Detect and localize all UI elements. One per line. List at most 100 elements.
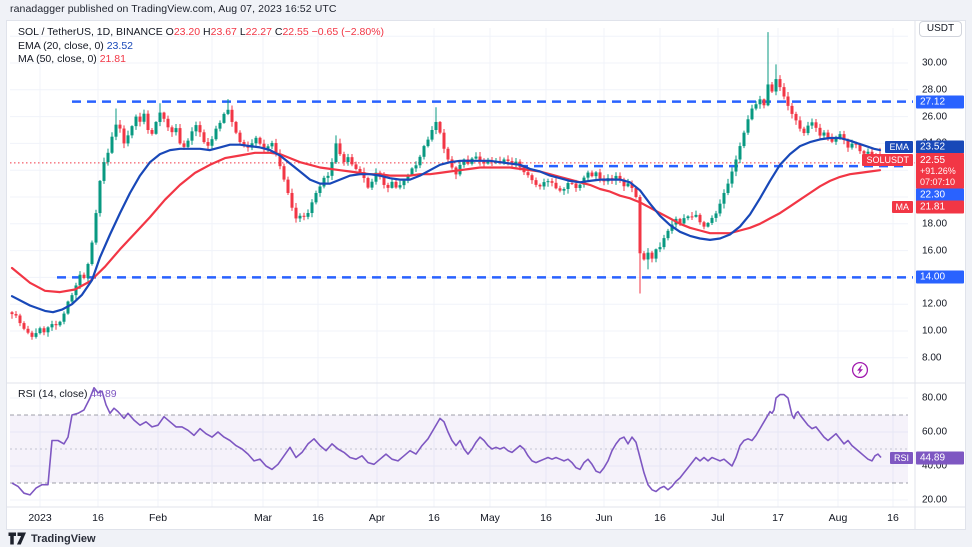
candle-body [694, 214, 698, 217]
candle-body [726, 183, 730, 193]
candle-body [566, 183, 570, 189]
candle-body [394, 181, 398, 188]
candle-body [706, 222, 710, 227]
candle-body [270, 142, 274, 147]
candle-body [434, 121, 438, 130]
candle-body [686, 216, 690, 219]
candle-body [474, 156, 478, 159]
candle-body [570, 183, 574, 185]
candle-body [70, 295, 74, 302]
candle-body [830, 138, 834, 142]
candle-body [194, 125, 198, 132]
candle-body [158, 112, 162, 122]
candle-body [734, 159, 738, 172]
candle-body [822, 132, 826, 136]
candle-body [730, 171, 734, 184]
candle-body [146, 113, 150, 130]
candle-body [130, 126, 134, 136]
candle-body [626, 183, 630, 187]
candle-body [558, 188, 562, 191]
candle-body [450, 159, 454, 168]
candle-body [426, 139, 430, 147]
candle-body [562, 188, 566, 191]
candle-body [506, 159, 510, 162]
candle-body [242, 142, 246, 146]
candle-body [750, 108, 754, 120]
candle-body [482, 161, 486, 164]
candle-body [782, 87, 786, 97]
candle-body [38, 328, 42, 334]
candle-body [74, 285, 78, 296]
candle-body [638, 197, 642, 254]
candle-body [654, 249, 658, 259]
candle-body [798, 120, 802, 129]
candle-body [754, 104, 758, 109]
candle-body [34, 333, 38, 337]
candle-body [326, 175, 330, 178]
candles-group [10, 32, 882, 340]
ema20-line [10, 136, 882, 314]
candle-body [306, 213, 310, 217]
candle-body [42, 328, 46, 333]
candle-body [826, 132, 830, 139]
candle-body [26, 328, 30, 333]
candle-body [322, 177, 326, 187]
candle-body [54, 324, 58, 326]
candle-body [166, 118, 170, 128]
candle-body [366, 178, 370, 188]
candle-body [766, 84, 770, 106]
candle-body [234, 121, 238, 133]
ma50-line [10, 151, 882, 294]
candle-body [662, 238, 666, 248]
candle-body [874, 154, 878, 158]
candle-body [530, 175, 534, 181]
candle-body [46, 327, 50, 333]
candle-body [342, 154, 346, 163]
publish-info: ranadagger published on TradingView.com,… [10, 3, 337, 15]
candle-body [126, 135, 130, 144]
candle-body [282, 166, 286, 180]
candle-body [818, 127, 822, 136]
candle-body [834, 137, 838, 142]
candle-body [98, 180, 102, 214]
candle-body [550, 181, 554, 183]
candle-body [514, 161, 518, 164]
candle-body [546, 181, 550, 183]
candle-body [390, 181, 394, 188]
candle-body [542, 182, 546, 187]
candle-body [442, 132, 446, 149]
candle-body [778, 79, 782, 88]
candle-body [210, 139, 214, 146]
candle-body [258, 137, 262, 144]
candle-body [298, 215, 302, 219]
candle-body [218, 122, 222, 129]
rsi-line [11, 386, 882, 496]
candle-body [446, 148, 450, 160]
candle-body [790, 105, 794, 114]
candle-body [618, 175, 622, 180]
candle-body [538, 184, 542, 187]
candle-body [622, 179, 626, 187]
candle-body [266, 146, 270, 149]
candle-body [666, 230, 670, 239]
candle-body [22, 323, 26, 329]
candle-body [682, 218, 686, 224]
candle-body [142, 113, 146, 122]
candle-body [18, 315, 22, 324]
candle-body [82, 274, 86, 279]
candle-body [402, 180, 406, 186]
candle-body [90, 242, 94, 264]
candle-body [114, 124, 118, 137]
candle-body [738, 146, 742, 160]
candle-body [182, 143, 186, 147]
candle-body [578, 184, 582, 188]
candle-body [174, 128, 178, 133]
candle-body [178, 128, 182, 144]
candle-body [414, 165, 418, 169]
candle-body [134, 116, 138, 127]
candle-body [202, 132, 206, 143]
candle-body [30, 332, 34, 337]
candle-body [554, 182, 558, 189]
candle-body [526, 172, 530, 176]
